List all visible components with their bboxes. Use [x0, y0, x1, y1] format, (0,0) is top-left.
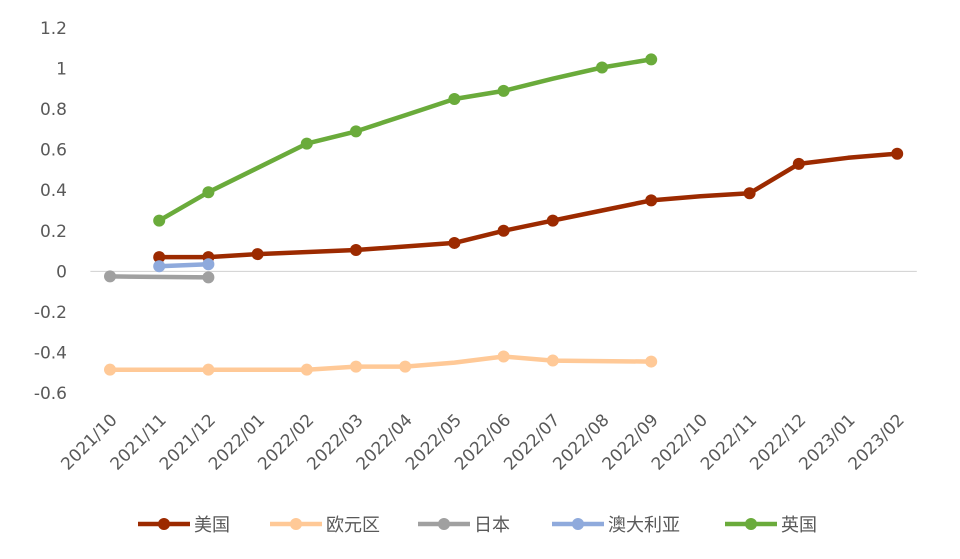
y-tick-label: -0.4 [34, 343, 67, 363]
series-3 [104, 270, 215, 284]
x-axis-tick-labels: 2021/102021/112021/122022/012022/022022/… [57, 410, 908, 474]
data-point [350, 125, 362, 138]
legend-item: 日本 [418, 515, 510, 536]
legend-label: 美国 [194, 515, 230, 536]
data-point [202, 186, 215, 199]
y-tick-label: -0.2 [34, 303, 67, 323]
data-point [546, 354, 559, 367]
series-line [156, 57, 654, 223]
legend-item: 澳大利亚 [552, 515, 680, 536]
series-line [156, 151, 900, 260]
legend-label: 日本 [474, 515, 510, 536]
series-4 [153, 258, 215, 273]
data-point [743, 187, 756, 200]
series-line [156, 261, 211, 269]
y-axis-tick-labels: 1.2 1 0.8 0.6 0.4 0.2 0 -0.2 -0.4 -0.6 [34, 19, 67, 404]
series-line [107, 274, 211, 280]
y-tick-label: -0.6 [34, 384, 67, 404]
data-point [792, 157, 805, 170]
legend-item: 美国 [138, 515, 230, 536]
data-point [891, 147, 904, 160]
data-point [202, 258, 215, 271]
data-point [497, 350, 510, 363]
data-point [153, 214, 166, 227]
legend-swatch-marker [158, 518, 170, 530]
data-point [300, 363, 313, 376]
y-tick-label: 0 [56, 262, 67, 282]
data-point [104, 270, 116, 283]
y-tick-label: 0.6 [40, 141, 67, 161]
data-point [350, 244, 362, 257]
y-tick-label: 0.8 [40, 100, 67, 120]
data-point [645, 194, 658, 207]
legend: 美国 欧元区 日本 澳大利亚 英国 [138, 515, 817, 536]
data-point [645, 53, 658, 66]
y-tick-label: 0.2 [40, 222, 67, 242]
data-point [202, 271, 215, 284]
legend-swatch-marker [572, 518, 584, 530]
data-point [399, 360, 412, 373]
legend-swatch-marker [745, 518, 757, 530]
data-point [497, 224, 510, 237]
series-5 [153, 53, 658, 227]
legend-swatch-marker [438, 518, 450, 530]
data-point [153, 251, 166, 264]
legend-item: 英国 [725, 515, 817, 536]
data-point [153, 260, 166, 273]
data-point [546, 214, 559, 227]
y-tick-label: 1.2 [40, 19, 67, 39]
data-point [350, 360, 362, 373]
data-point [448, 236, 461, 249]
y-tick-label: 0.4 [40, 181, 67, 201]
series-line [107, 354, 654, 372]
data-point [202, 363, 215, 376]
data-point [497, 84, 510, 97]
data-point [104, 363, 116, 376]
legend-item: 欧元区 [270, 515, 380, 536]
legend-label: 澳大利亚 [608, 515, 680, 536]
data-point [251, 248, 264, 261]
data-point [596, 61, 608, 74]
legend-label: 英国 [781, 515, 817, 536]
series-2 [104, 350, 658, 376]
data-point [300, 137, 313, 150]
legend-label: 欧元区 [326, 515, 380, 536]
data-point [645, 355, 658, 368]
y-tick-label: 1 [56, 60, 67, 80]
legend-swatch-marker [290, 518, 302, 530]
data-point [448, 92, 461, 105]
series-layer [104, 53, 904, 376]
